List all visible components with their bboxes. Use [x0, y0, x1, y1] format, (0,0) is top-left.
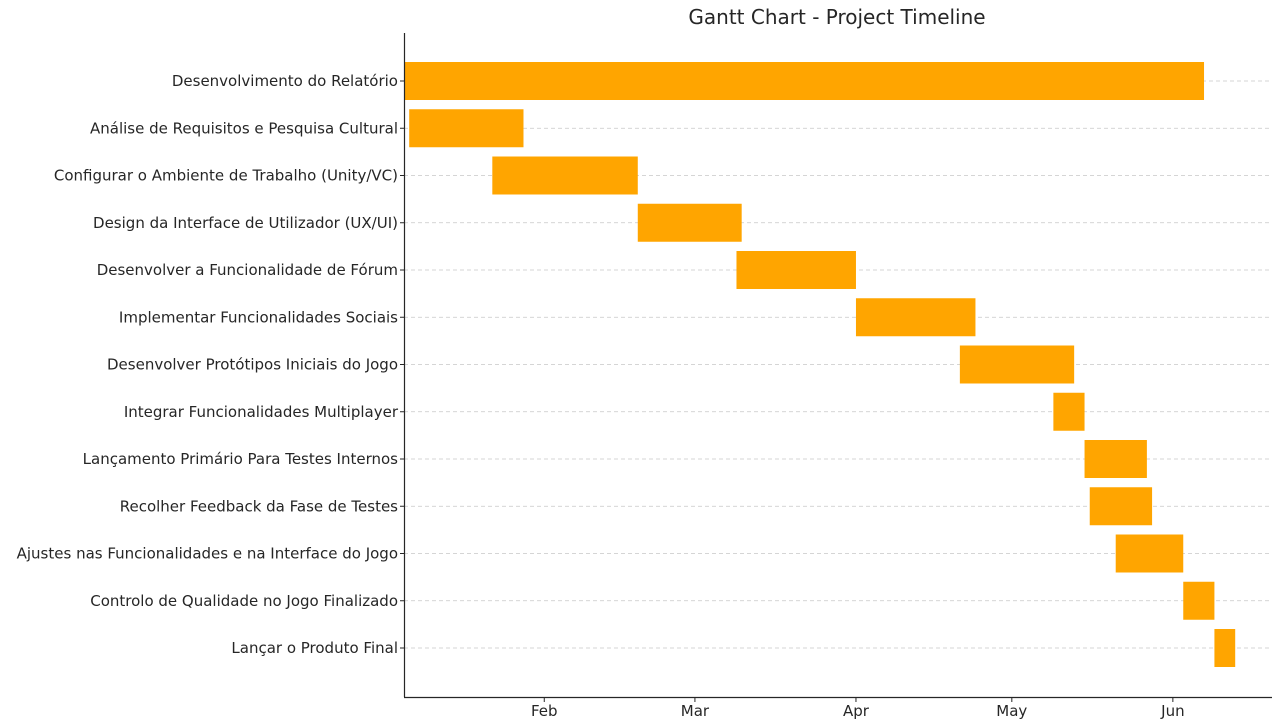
task-bar [1053, 392, 1085, 431]
y-axis-labels: Desenvolvimento do Relatório Análise de R… [17, 72, 399, 657]
task-bar [404, 62, 1205, 100]
x-tick-label: Apr [843, 702, 870, 720]
task-bar [637, 203, 742, 242]
task-label: Controlo de Qualidade no Jogo Finalizado [90, 592, 398, 610]
x-axis-labels: Feb Mar Apr May Jun [531, 697, 1185, 720]
task-label: Implementar Funcionalidades Sociais [119, 308, 398, 326]
task-label: Recolher Feedback da Fase de Testes [120, 497, 398, 515]
task-label: Análise de Requisitos e Pesquisa Cultura… [90, 119, 398, 137]
x-tick-label: Jun [1160, 702, 1184, 720]
task-label: Lançamento Primário Para Testes Internos [83, 450, 399, 468]
task-label: Desenvolver a Funcionalidade de Fórum [97, 261, 398, 279]
task-bar [1084, 440, 1147, 478]
task-bar [855, 298, 976, 337]
task-bar [1214, 629, 1236, 667]
task-bar [492, 156, 638, 195]
task-label: Desenvolvimento do Relatório [172, 72, 398, 90]
task-label: Configurar o Ambiente de Trabalho (Unity… [54, 167, 398, 185]
task-label: Desenvolver Protótipos Iniciais do Jogo [107, 356, 398, 374]
task-bar [409, 109, 524, 148]
task-label: Ajustes nas Funcionalidades e na Interfa… [17, 545, 398, 563]
x-tick-label: Feb [531, 702, 558, 720]
bars-group [404, 62, 1236, 667]
chart-title: Gantt Chart - Project Timeline [688, 5, 985, 29]
task-label: Integrar Funcionalidades Multiplayer [124, 403, 399, 421]
task-bar [959, 345, 1075, 384]
task-label: Lançar o Produto Final [231, 639, 398, 657]
x-tick-label: Mar [681, 702, 710, 720]
task-bar [1089, 487, 1153, 526]
task-label: Design da Interface de Utilizador (UX/UI… [93, 214, 398, 232]
task-bar [1183, 581, 1215, 620]
task-bar [1115, 534, 1184, 573]
x-tick-label: May [996, 702, 1027, 720]
task-bar [736, 251, 856, 289]
